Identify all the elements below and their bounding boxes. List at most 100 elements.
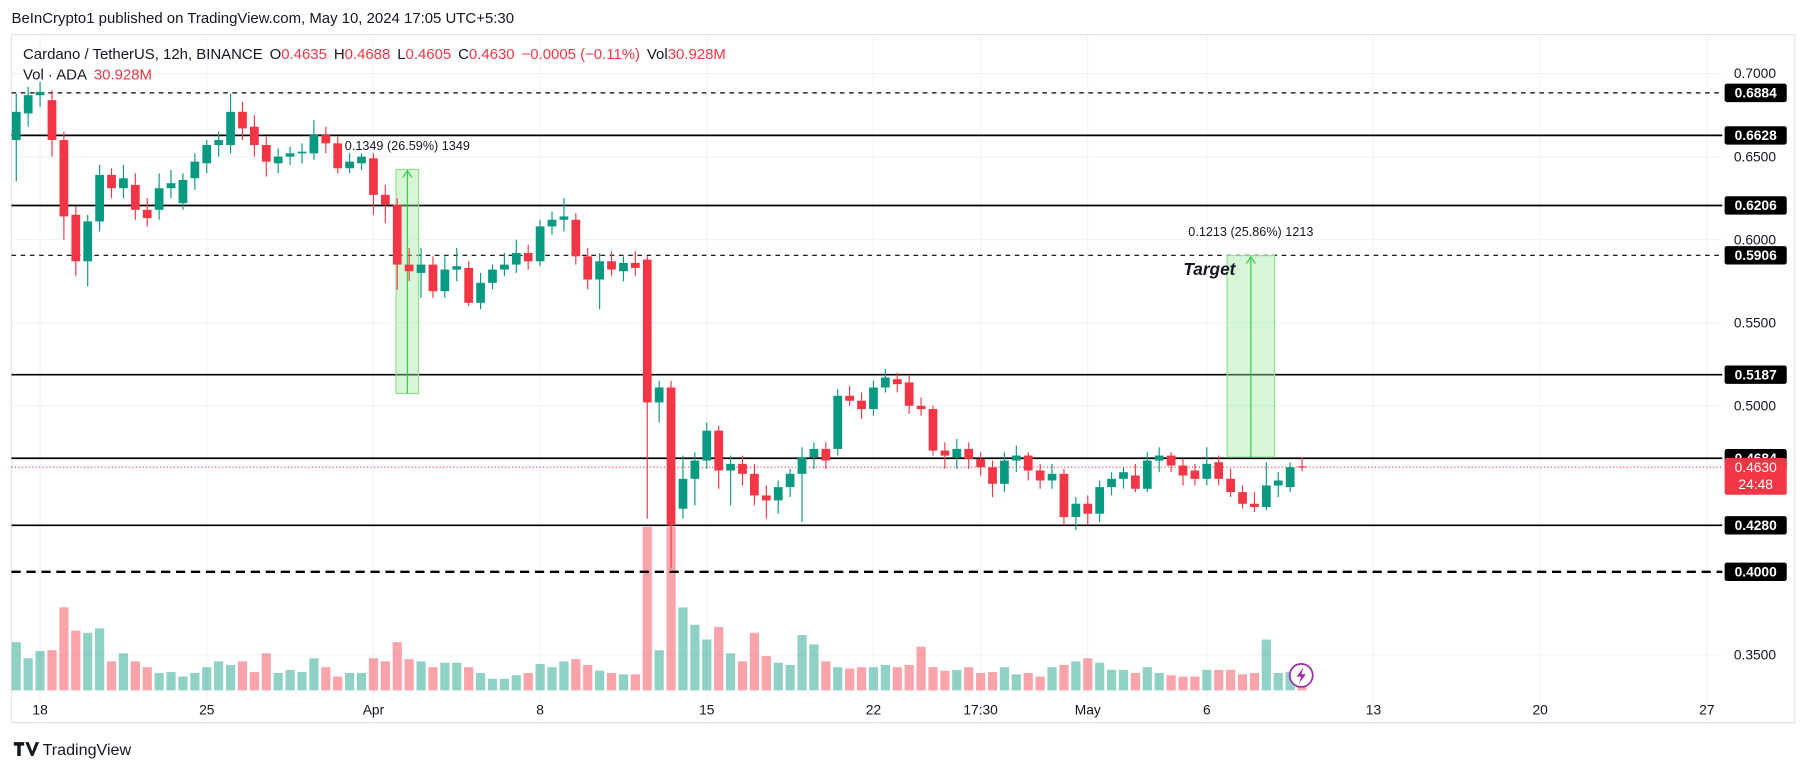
last-price-label: 0.4630 [1735,460,1778,475]
x-tick-label: 15 [699,703,715,718]
x-tick-label: 6 [1203,703,1211,718]
level-label: 0.4280 [1735,518,1778,533]
level-label: 0.6206 [1735,198,1778,213]
candle-body [1107,478,1116,488]
volume-bar [83,632,93,691]
candle-body [1214,462,1224,479]
candle-body [416,264,426,273]
y-tick-label: 0.5000 [1734,398,1777,413]
volume-bar [642,527,652,691]
candle-body [380,194,390,205]
candle-body [607,261,616,270]
candle-body [821,448,831,461]
volume-bar [1059,664,1069,691]
x-tick-label: 13 [1366,703,1382,718]
volume-bar [47,650,57,691]
volume-bar [345,672,355,691]
candle-body [547,219,557,227]
volume-bar [95,628,105,691]
candle-body [1000,460,1009,484]
volume-bar [499,678,509,691]
x-tick-label: 20 [1532,703,1548,718]
candle-body [1226,478,1235,493]
volume-bar [321,667,331,691]
candle-body [166,183,176,189]
volume-bar [214,661,224,691]
volume-bar [1214,669,1224,691]
countdown: 24:48 [1738,477,1773,492]
volume-bar [952,669,962,691]
volume-bar [11,642,21,691]
volume-bar [1190,676,1200,691]
candle-body [916,405,926,410]
candle-body [952,448,962,458]
volume-pane [11,527,1307,691]
volume-bar [654,650,664,691]
level-label: 0.4000 [1735,564,1778,579]
volume-bar [225,664,236,691]
level-label-box [1724,246,1787,265]
candle-body [761,495,771,501]
volume-bar [785,664,795,691]
volume-bar [1035,676,1045,691]
volume-bar [761,656,771,691]
candle-body [773,487,783,501]
volume-bar [1249,672,1260,691]
measure-label: 0.1213 (25.86%) 1213 [1188,225,1313,239]
candle-body [857,400,866,410]
volume-bar [725,653,736,691]
volume-bar [845,668,855,691]
field-value: 0.4630 [469,46,515,63]
candle-body [500,264,509,270]
candle-body [535,226,545,262]
x-tick-label: 27 [1699,703,1714,718]
candle-body [226,111,235,146]
candle-body [1238,492,1247,504]
level-label-box [1724,516,1787,535]
candle-body [595,261,605,280]
levels: 0.68840.66280.62060.59060.51870.46840.42… [11,83,1787,582]
volume-bar [1261,639,1271,691]
volume-bar [23,658,33,691]
vol-key: Vol [647,46,668,63]
level-label-box [1724,196,1787,215]
y-tick-label: 0.3500 [1734,647,1777,662]
volume-bar [690,624,700,691]
candle-body [392,204,402,265]
volume-bar [1011,674,1021,691]
candle-body [523,252,533,262]
candle-body [476,282,485,303]
volume-bar [380,661,390,691]
volume-bar [987,672,998,691]
candle-body [1095,487,1105,514]
volume-bar [106,661,117,691]
field-key: C [458,46,469,63]
volume-bar [368,658,379,691]
volume-bar [523,672,533,691]
legend-header: Cardano / TetherUS, 12h, BINANCE O0.4635 H… [23,46,726,84]
volume-bar [1237,674,1248,691]
candle-body [130,184,140,210]
volume-bar [809,644,819,691]
volume-value: 30.928M [94,66,152,83]
candle-body [464,267,474,303]
candle-body [750,473,759,496]
candle-body [714,430,724,471]
x-tick-label: 18 [32,703,48,718]
volume-bar [916,646,926,691]
volume-bar [1106,669,1117,691]
candle-body [988,467,997,484]
volume-bar [821,661,831,691]
volume-bar [892,667,902,691]
candle-body [190,161,200,179]
volume-bar [464,667,474,691]
volume-bar [190,672,200,691]
axes: 18 25 Apr 8 15 22 17:30 May 6 13 20 27 0.7000 0.6500 0… [32,66,1776,717]
volume-bar [964,667,974,691]
candle-body [904,382,914,406]
last-price-box [1724,457,1787,495]
candle-body [178,179,188,204]
x-tick-label: Apr [363,703,385,718]
